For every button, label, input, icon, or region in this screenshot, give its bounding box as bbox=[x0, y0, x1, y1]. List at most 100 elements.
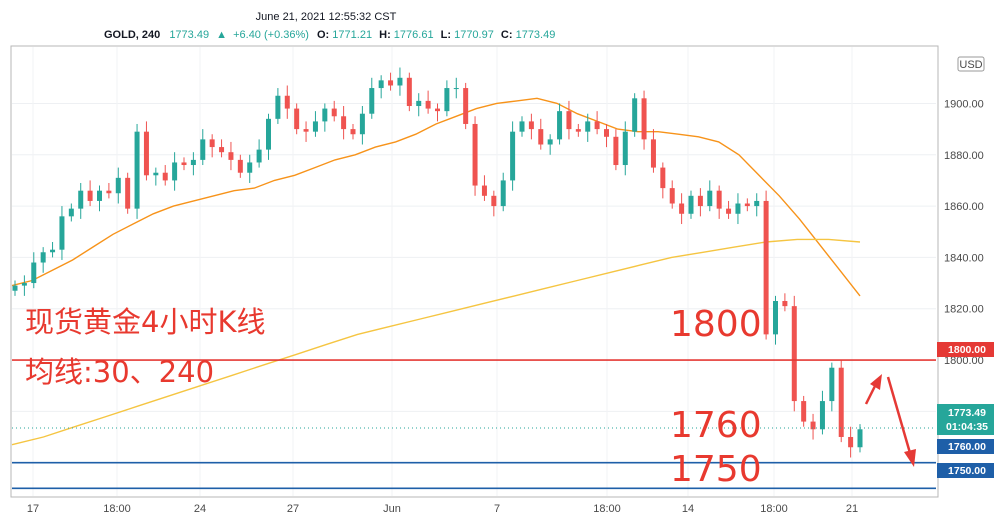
candle-body[interactable] bbox=[707, 190, 713, 207]
candle-body[interactable] bbox=[519, 121, 525, 132]
candle-body[interactable] bbox=[622, 131, 628, 166]
candle-body[interactable] bbox=[228, 152, 234, 160]
candle-body[interactable] bbox=[369, 88, 375, 114]
candle-body[interactable] bbox=[21, 283, 27, 286]
candle-body[interactable] bbox=[284, 95, 290, 109]
candle-body[interactable] bbox=[200, 139, 206, 160]
bar-countdown: 01:04:35 bbox=[946, 421, 988, 433]
candle-body[interactable] bbox=[435, 108, 440, 112]
candle-body[interactable] bbox=[406, 77, 412, 107]
candle-body[interactable] bbox=[848, 436, 854, 448]
candle-body[interactable] bbox=[266, 118, 271, 150]
candle-body[interactable] bbox=[773, 301, 778, 335]
candle-body[interactable] bbox=[143, 131, 149, 176]
candle-body[interactable] bbox=[838, 367, 844, 437]
candle-body[interactable] bbox=[12, 285, 18, 291]
candle-body[interactable] bbox=[341, 116, 347, 130]
candle-body[interactable] bbox=[697, 195, 703, 207]
candle-body[interactable] bbox=[754, 200, 760, 207]
currency-badge[interactable] bbox=[957, 56, 985, 72]
candle-body[interactable] bbox=[791, 306, 797, 402]
candle-body[interactable] bbox=[604, 129, 609, 137]
candle-body[interactable] bbox=[660, 167, 666, 189]
candle-body[interactable] bbox=[294, 108, 300, 130]
candle-body[interactable] bbox=[613, 136, 619, 166]
candle-body[interactable] bbox=[68, 208, 74, 217]
candle-body[interactable] bbox=[857, 429, 863, 448]
candle-body[interactable] bbox=[819, 401, 825, 430]
candle-body[interactable] bbox=[679, 203, 685, 214]
price-tag-1800-text: 1800.00 bbox=[948, 344, 986, 356]
candle-body[interactable] bbox=[106, 190, 112, 194]
candle-body[interactable] bbox=[78, 190, 84, 209]
candle-body[interactable] bbox=[594, 121, 600, 130]
candle-body[interactable] bbox=[322, 108, 328, 122]
candle-body[interactable] bbox=[209, 139, 215, 148]
x-tick-label: 18:00 bbox=[593, 503, 621, 515]
candle-body[interactable] bbox=[641, 98, 647, 140]
candle-body[interactable] bbox=[463, 88, 469, 124]
candle-body[interactable] bbox=[134, 131, 140, 209]
candle-body[interactable] bbox=[397, 77, 403, 86]
candle-body[interactable] bbox=[632, 98, 638, 132]
candle-body[interactable] bbox=[31, 262, 37, 284]
candle-body[interactable] bbox=[378, 80, 384, 89]
candle-body[interactable] bbox=[181, 162, 187, 166]
candle-body[interactable] bbox=[247, 162, 253, 173]
candle-body[interactable] bbox=[735, 203, 741, 214]
candle-body[interactable] bbox=[350, 129, 356, 135]
candle-body[interactable] bbox=[500, 180, 506, 207]
candle-body[interactable] bbox=[256, 149, 262, 163]
candle-body[interactable] bbox=[491, 195, 497, 207]
plot-area[interactable] bbox=[10, 45, 939, 498]
candle-body[interactable] bbox=[115, 177, 121, 194]
candle-body[interactable] bbox=[172, 162, 178, 181]
candle-body[interactable] bbox=[669, 188, 675, 204]
candle-body[interactable] bbox=[557, 111, 563, 140]
candle-body[interactable] bbox=[726, 208, 732, 214]
candle-body[interactable] bbox=[472, 123, 478, 186]
candle-body[interactable] bbox=[763, 200, 769, 335]
candle-body[interactable] bbox=[190, 159, 196, 166]
candle-body[interactable] bbox=[716, 190, 722, 209]
candle-body[interactable] bbox=[829, 367, 835, 402]
candle-body[interactable] bbox=[97, 190, 102, 201]
candle-body[interactable] bbox=[782, 301, 788, 307]
candle-body[interactable] bbox=[125, 177, 131, 209]
candle-body[interactable] bbox=[801, 401, 807, 422]
candle-body[interactable] bbox=[528, 121, 534, 130]
candle-body[interactable] bbox=[40, 252, 46, 263]
candle-body[interactable] bbox=[538, 129, 544, 145]
candlesticks[interactable] bbox=[12, 67, 863, 458]
candle-body[interactable] bbox=[388, 80, 394, 86]
candle-body[interactable] bbox=[444, 88, 450, 112]
time-axis[interactable]: 17 18:00 24 27 Jun 7 18:00 14 18:00 21 bbox=[27, 503, 858, 515]
candle-body[interactable] bbox=[87, 190, 93, 201]
candle-body[interactable] bbox=[688, 195, 694, 214]
candle-body[interactable] bbox=[566, 111, 572, 130]
candle-body[interactable] bbox=[50, 249, 56, 253]
candle-body[interactable] bbox=[547, 139, 553, 145]
candle-body[interactable] bbox=[425, 100, 431, 109]
candle-body[interactable] bbox=[219, 147, 225, 153]
candle-body[interactable] bbox=[585, 121, 591, 132]
candle-body[interactable] bbox=[416, 100, 422, 107]
candle-body[interactable] bbox=[359, 113, 365, 135]
candle-body[interactable] bbox=[453, 88, 459, 90]
candle-body[interactable] bbox=[275, 95, 281, 119]
candle-body[interactable] bbox=[153, 172, 159, 176]
price-axis[interactable]: 1780.001800.001820.001840.001860.001880.… bbox=[944, 98, 984, 418]
candle-body[interactable] bbox=[510, 131, 516, 181]
candle-body[interactable] bbox=[575, 129, 581, 132]
last-price: 1773.49 bbox=[169, 29, 209, 41]
candle-body[interactable] bbox=[303, 129, 309, 132]
candle-body[interactable] bbox=[162, 172, 168, 181]
candle-body[interactable] bbox=[744, 203, 750, 207]
candle-body[interactable] bbox=[237, 159, 243, 173]
candle-body[interactable] bbox=[312, 121, 318, 132]
candle-body[interactable] bbox=[650, 139, 656, 168]
candle-body[interactable] bbox=[331, 108, 337, 117]
candle-body[interactable] bbox=[481, 185, 487, 196]
candle-body[interactable] bbox=[59, 216, 65, 250]
candle-body[interactable] bbox=[810, 421, 816, 430]
